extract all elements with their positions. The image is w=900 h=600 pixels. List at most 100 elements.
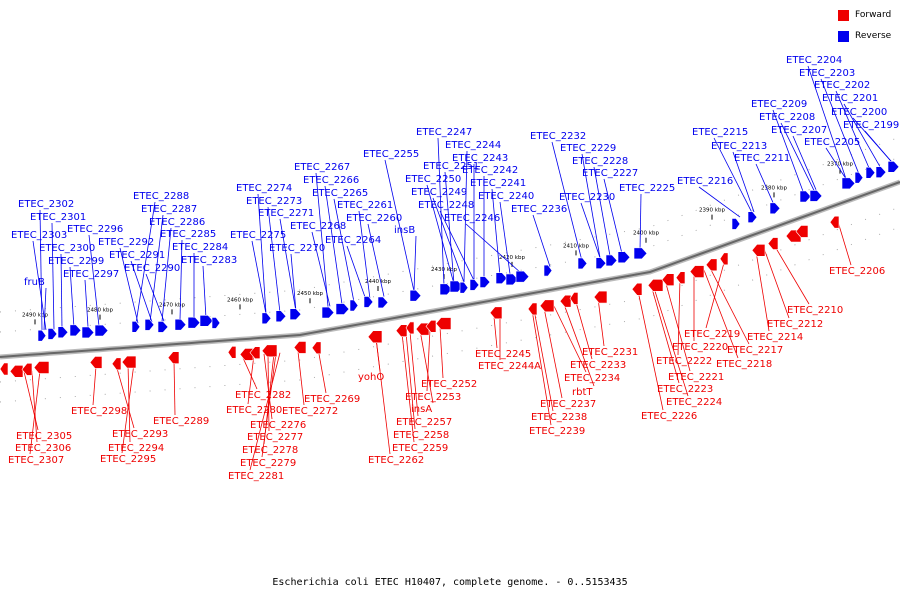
forward-gene-arrow — [21, 363, 33, 376]
reverse-leader-line — [551, 141, 583, 262]
reverse-genes — [37, 161, 900, 342]
forward-leader-line — [267, 353, 270, 432]
reverse-leader-line — [639, 193, 642, 251]
forward-leader-line — [173, 360, 176, 416]
reverse-leader-line — [161, 227, 172, 322]
reverse-gene-label: ETEC_2292 — [98, 237, 154, 248]
forward-leader-line — [426, 328, 431, 392]
reverse-leader-line — [698, 186, 741, 218]
forward-gene-label: ETEC_2282 — [235, 390, 291, 401]
forward-leader-line — [703, 269, 739, 359]
reverse-leader-line — [51, 222, 55, 330]
reverse-gene-arrow — [605, 254, 618, 267]
forward-gene-label: ETEC_2276 — [250, 420, 306, 431]
reverse-leader-line — [413, 235, 417, 292]
forward-leader-lines — [23, 221, 852, 471]
forward-gene-arrow — [167, 351, 180, 364]
reverse-gene-label: ETEC_2261 — [337, 200, 393, 211]
reverse-leader-line — [772, 109, 805, 195]
forward-gene-label: ETEC_2298 — [71, 406, 127, 417]
reverse-gene-arrow — [37, 329, 47, 342]
reverse-leader-line — [807, 65, 847, 180]
reverse-gene-label: ETEC_2211 — [734, 153, 790, 164]
reverse-gene-label: ETEC_2242 — [462, 165, 518, 176]
reverse-gene-arrow — [377, 296, 389, 309]
reverse-gene-label: ETEC_2208 — [759, 112, 815, 123]
reverse-gene-arrow — [515, 270, 530, 283]
forward-gene-label: ETEC_2214 — [747, 332, 803, 343]
reverse-gene-label: ETEC_2299 — [48, 256, 104, 267]
reverse-gene-arrow — [505, 273, 519, 286]
forward-gene-arrow — [0, 362, 9, 376]
reverse-gene-arrow — [577, 257, 588, 270]
forward-gene-label: ETEC_2279 — [240, 458, 296, 469]
reverse-gene-arrow — [617, 251, 631, 264]
reverse-gene-arrow — [865, 166, 876, 179]
forward-leader-line — [405, 332, 416, 430]
reverse-gene-arrow — [81, 326, 95, 339]
forward-leader-line — [533, 309, 554, 412]
reverse-gene-arrow — [769, 202, 781, 215]
forward-gene-label: yohO — [358, 372, 384, 383]
forward-gene-arrow — [33, 361, 50, 374]
forward-leader-line — [677, 278, 681, 356]
reverse-leader-line — [179, 239, 183, 321]
forward-gene-arrow — [631, 282, 643, 296]
legend-reverse: Reverse — [838, 30, 891, 42]
legend-forward: Forward — [838, 9, 891, 21]
forward-gene-arrow — [249, 346, 261, 359]
forward-gene-label: ETEC_2222 — [656, 356, 712, 367]
reverse-gene-arrow — [157, 321, 169, 333]
forward-gene-arrow — [9, 364, 24, 378]
forward-gene-label: ETEC_2281 — [228, 471, 284, 482]
forward-gene-label: ETEC_2239 — [529, 426, 585, 437]
reverse-gene-label: ETEC_2248 — [418, 200, 474, 211]
reverse-leader-line — [713, 137, 753, 213]
forward-leader-line — [773, 244, 810, 305]
forward-gene-arrow — [395, 324, 408, 338]
legend-forward-label: Forward — [855, 10, 892, 20]
reverse-leader-line — [290, 253, 297, 312]
forward-gene-arrow — [261, 344, 278, 358]
reverse-gene-arrow — [841, 177, 856, 190]
guide-line-2 — [0, 206, 900, 383]
reverse-gene-label: ETEC_2255 — [363, 149, 419, 160]
reverse-leader-line — [732, 151, 755, 213]
reverse-gene-label: ETEC_2267 — [294, 162, 350, 173]
reverse-leader-line — [384, 159, 415, 292]
reverse-gene-label: ETEC_2199 — [843, 120, 899, 131]
scale-label: 2400 kbp — [633, 231, 659, 237]
forward-leader-line — [31, 370, 38, 443]
forward-gene-label: ETEC_2253 — [405, 392, 461, 403]
forward-gene-label: rbtT — [572, 387, 593, 398]
reverse-gene-label: ETEC_2271 — [258, 208, 314, 219]
forward-gene-label: ETEC_2206 — [829, 266, 885, 277]
reverse-leader-line — [251, 240, 267, 314]
forward-gene-label: ETEC_2233 — [570, 360, 626, 371]
forward-gene-labels: ETEC_2206 ETEC_2210 ETEC_2212 ETEC_2214 ETEC… — [8, 266, 885, 482]
reverse-leader-line — [491, 188, 501, 276]
reverse-gene-label: ETEC_2287 — [141, 204, 197, 215]
scale-label: 2410 kbp — [563, 243, 589, 249]
reverse-swatch — [838, 30, 849, 42]
scale-label: 2450 kbp — [297, 291, 323, 297]
forward-gene-arrow — [675, 271, 686, 284]
reverse-gene-label: ETEC_2247 — [416, 127, 472, 138]
reverse-gene-arrow — [409, 289, 422, 302]
reverse-gene-arrow — [854, 171, 864, 184]
reverse-gene-label: ETEC_2275 — [230, 230, 286, 241]
axis-line — [0, 181, 900, 358]
reverse-leader-line — [60, 253, 63, 329]
reverse-gene-label: ETEC_2270 — [269, 243, 325, 254]
forward-gene-arrow — [661, 273, 675, 286]
forward-gene-label: ETEC_2223 — [657, 384, 713, 395]
forward-leader-line — [29, 370, 41, 455]
reverse-gene-arrow — [349, 299, 359, 312]
forward-gene-label: ETEC_2221 — [668, 372, 724, 383]
forward-leader-line — [419, 330, 434, 404]
reverse-gene-arrow — [459, 281, 469, 294]
forward-leader-line — [409, 331, 419, 417]
forward-gene-label: ETEC_2306 — [15, 443, 71, 454]
forward-gene-arrow — [111, 357, 122, 371]
reverse-leader-line — [432, 197, 465, 283]
